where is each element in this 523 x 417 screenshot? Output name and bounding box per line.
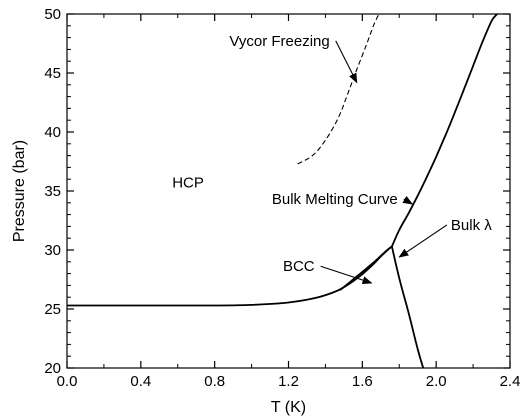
x-tick-label: 0.0 xyxy=(57,373,78,390)
annotation-label: Bulk λ xyxy=(451,217,492,234)
y-tick-label: 45 xyxy=(44,65,61,82)
phase-boundary-curve-2 xyxy=(339,245,393,291)
y-axis-label: Pressure (bar) xyxy=(11,140,28,242)
annotation-arrow xyxy=(335,40,358,84)
phase-boundary-curve-5 xyxy=(297,13,380,165)
x-tick-label: 2.4 xyxy=(500,373,521,390)
phase-boundary-curve-4 xyxy=(391,246,425,369)
x-axis-label: T (K) xyxy=(271,399,306,416)
annotation-arrow xyxy=(398,224,448,258)
y-tick-label: 40 xyxy=(44,124,61,141)
annotation-label: Vycor Freezing xyxy=(229,33,329,50)
annotation-arrow xyxy=(402,195,414,205)
annotation-label: HCP xyxy=(172,174,204,191)
annotation-label: BCC xyxy=(283,258,315,275)
x-tick-label: 0.8 xyxy=(204,373,225,390)
y-tick-label: 25 xyxy=(44,301,61,318)
x-tick-label: 1.6 xyxy=(352,373,373,390)
annotation-label: Bulk Melting Curve xyxy=(272,191,398,208)
y-tick-label: 50 xyxy=(44,6,61,23)
phase-boundary-curve-3 xyxy=(391,13,498,247)
phase-boundary-curve-1 xyxy=(67,245,393,307)
y-tick-label: 20 xyxy=(44,360,61,377)
annotation-arrow xyxy=(320,265,373,285)
x-tick-label: 0.4 xyxy=(130,373,151,390)
x-tick-label: 1.2 xyxy=(278,373,299,390)
y-tick-label: 35 xyxy=(44,183,61,200)
y-tick-label: 30 xyxy=(44,242,61,259)
x-tick-label: 2.0 xyxy=(426,373,447,390)
